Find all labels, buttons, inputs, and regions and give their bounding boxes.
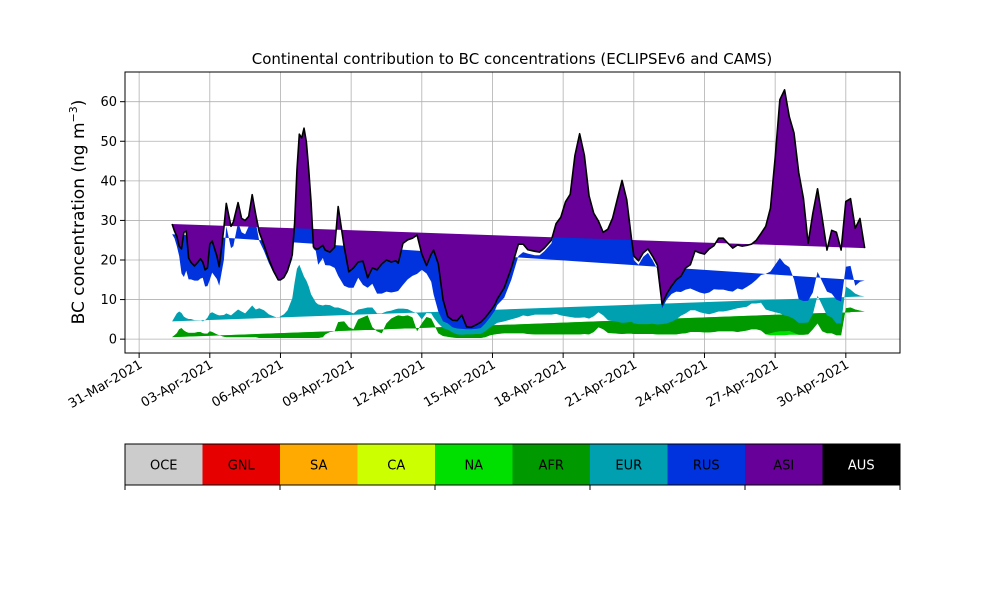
legend-frame — [124, 443, 901, 486]
legend-swatch-sa — [280, 444, 358, 485]
chart-title: Continental contribution to BC concentra… — [252, 50, 773, 68]
y-tick-label: 40 — [100, 174, 117, 189]
legend-swatch-eur — [590, 444, 668, 485]
legend-label-sa: SA — [310, 459, 327, 474]
legend-label-asi: ASI — [773, 459, 794, 474]
legend-swatch-oce — [125, 444, 203, 485]
y-tick-label: 20 — [100, 253, 117, 268]
area-eur — [172, 264, 865, 335]
legend-label-aus: AUS — [848, 459, 875, 474]
y-tick-label: 60 — [100, 95, 117, 110]
legend-swatch-ca — [357, 444, 436, 485]
legend-label-eur: EUR — [615, 459, 642, 474]
x-tick-label: 27-Apr-2021 — [704, 357, 781, 410]
legend-swatch-aus — [822, 444, 901, 485]
x-tick-label: 12-Apr-2021 — [351, 357, 428, 410]
legend-label-gnl: GNL — [228, 459, 256, 474]
x-tick-label: 03-Apr-2021 — [139, 357, 216, 410]
area-rus — [172, 130, 865, 330]
x-tick-label: 21-Apr-2021 — [563, 357, 640, 410]
y-axis-label: BC concentration (ng m−3) — [67, 100, 89, 325]
y-tick-label: 30 — [100, 214, 117, 229]
stacked-areas — [171, 89, 866, 338]
y-tick-label: 50 — [100, 135, 117, 150]
x-tick-label: 09-Apr-2021 — [280, 357, 357, 410]
legend-label-rus: RUS — [693, 459, 720, 474]
x-tick-label: 06-Apr-2021 — [209, 357, 286, 410]
x-tick-label: 24-Apr-2021 — [633, 357, 710, 410]
x-tick-label: 31-Mar-2021 — [66, 357, 145, 411]
y-tick-label: 0 — [109, 333, 117, 348]
legend-label-ca: CA — [387, 459, 405, 474]
legend-swatch-afr — [512, 444, 591, 485]
legend-label-oce: OCE — [150, 459, 178, 474]
x-tick-label: 30-Apr-2021 — [775, 357, 852, 410]
legend-swatch-asi — [745, 444, 823, 485]
legend-swatch-rus — [667, 444, 746, 485]
y-tick-label: 10 — [100, 293, 117, 308]
legend-label-afr: AFR — [539, 459, 564, 474]
area-asi — [172, 89, 865, 328]
legend-colorbar: OCE GNL SA CA NA AFR EUR RUS ASI AUS — [124, 443, 901, 490]
x-tick-label: 18-Apr-2021 — [492, 357, 569, 410]
x-tick-label: 15-Apr-2021 — [421, 357, 498, 410]
legend-label-na: NA — [464, 459, 483, 474]
legend-swatch-gnl — [202, 444, 281, 485]
area-afr — [172, 307, 865, 338]
legend-swatch-na — [435, 444, 513, 485]
total-line — [171, 89, 866, 329]
plot-frame — [124, 71, 901, 354]
